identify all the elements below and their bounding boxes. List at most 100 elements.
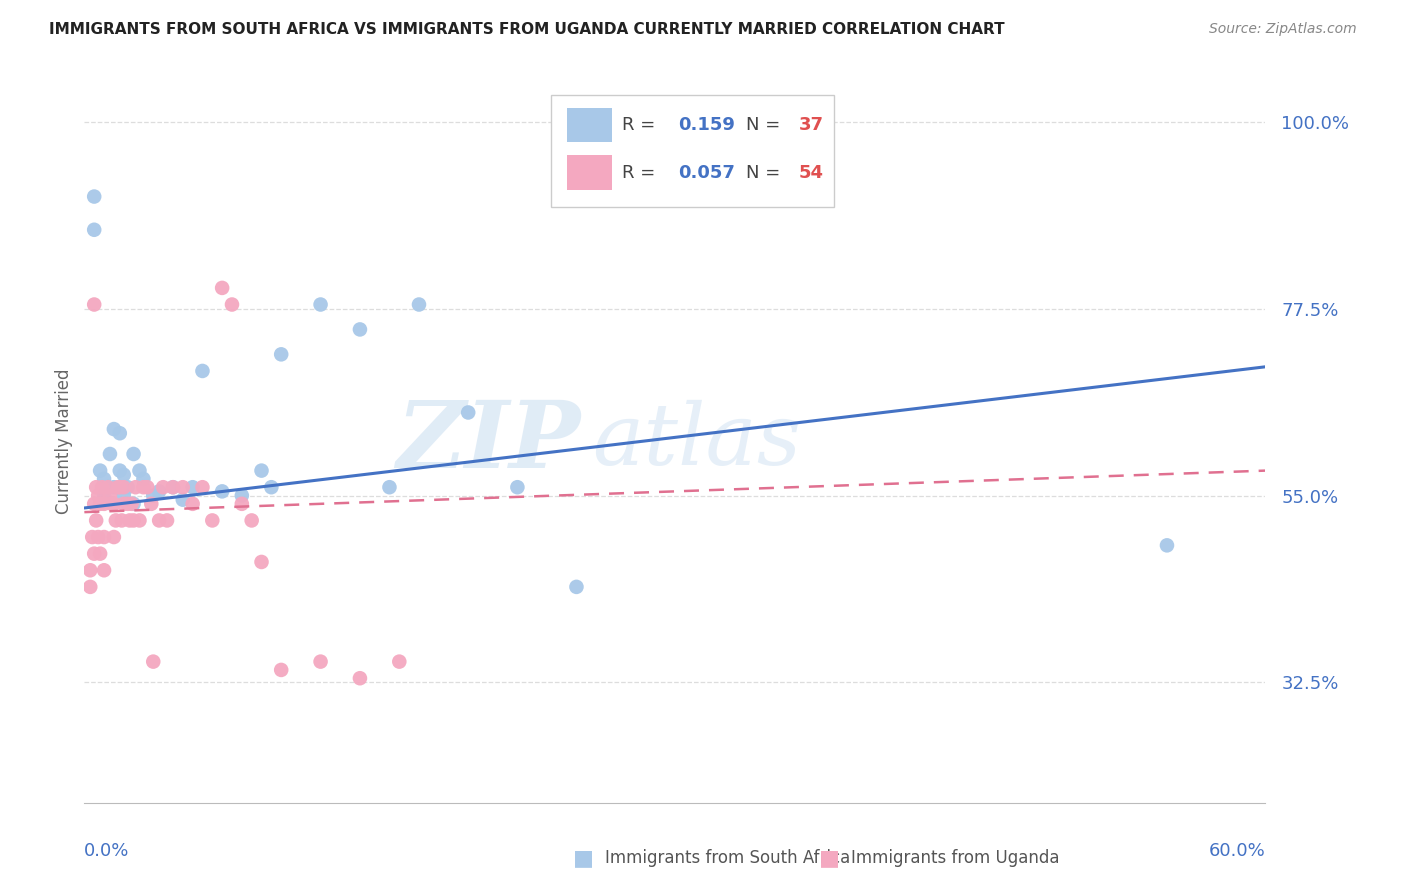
Text: Immigrants from South Africa: Immigrants from South Africa [605,849,849,867]
Point [124,480,146,494]
FancyBboxPatch shape [568,108,612,143]
Point [93,497,115,511]
FancyBboxPatch shape [551,95,834,207]
Point [87,530,110,544]
Point [240,513,263,527]
Point [378,480,401,494]
Point [91,480,114,494]
Point [84,480,107,494]
Point [84,513,107,527]
Point [141,497,163,511]
Point [408,297,430,311]
Text: Immigrants from Uganda: Immigrants from Uganda [851,849,1059,867]
Point [156,513,179,527]
Point [111,513,134,527]
Point [112,480,135,494]
Point [148,513,170,527]
Point [93,489,115,503]
Point [162,480,184,494]
Point [349,322,371,336]
FancyBboxPatch shape [568,155,612,190]
Text: IMMIGRANTS FROM SOUTH AFRICA VS IMMIGRANTS FROM UGANDA CURRENTLY MARRIED CORRELA: IMMIGRANTS FROM SOUTH AFRICA VS IMMIGRAN… [49,22,1005,37]
Point [108,426,131,441]
Point [93,530,115,544]
Text: N =: N = [745,164,786,182]
Text: N =: N = [745,116,786,134]
Point [128,513,150,527]
Point [152,480,174,494]
Point [181,480,204,494]
Point [309,297,332,311]
Point [103,497,125,511]
Point [506,480,529,494]
Point [231,497,253,511]
Point [211,281,233,295]
Text: ZIP: ZIP [396,397,581,486]
Point [89,497,111,511]
Point [191,364,214,378]
Point [87,489,110,503]
Point [172,480,194,494]
Point [121,497,143,511]
Point [103,530,125,544]
Point [250,464,273,478]
Text: 37: 37 [799,116,824,134]
Y-axis label: Currently Married: Currently Married [55,368,73,515]
Point [565,580,588,594]
Text: Source: ZipAtlas.com: Source: ZipAtlas.com [1209,22,1357,37]
Point [162,480,184,494]
Text: 54: 54 [799,164,824,182]
Point [108,480,131,494]
Point [107,480,129,494]
Point [122,513,145,527]
Point [388,655,411,669]
Point [93,563,115,577]
Point [201,513,224,527]
Point [260,480,283,494]
Point [221,297,243,311]
Point [128,464,150,478]
Point [89,464,111,478]
Text: R =: R = [621,164,661,182]
Point [148,484,170,499]
Point [231,489,253,503]
Point [118,513,141,527]
Point [172,492,194,507]
Point [181,497,204,511]
Point [108,464,131,478]
Point [122,497,145,511]
Point [97,480,120,494]
Point [98,489,121,503]
Point [117,480,139,494]
Text: ■: ■ [820,848,839,868]
Point [122,447,145,461]
Point [93,472,115,486]
Point [103,422,125,436]
Point [457,405,479,419]
Point [97,480,120,494]
Text: 0.057: 0.057 [679,164,735,182]
Point [83,547,105,561]
Point [142,489,165,503]
Point [142,655,165,669]
Point [309,655,332,669]
Point [1156,538,1178,552]
Point [117,497,139,511]
Point [89,547,111,561]
Point [270,347,292,361]
Point [349,671,371,685]
Point [132,480,155,494]
Text: R =: R = [621,116,661,134]
Point [83,297,105,311]
Point [270,663,292,677]
Point [83,189,105,203]
Text: 0.159: 0.159 [679,116,735,134]
Point [83,223,105,237]
Text: atlas: atlas [592,401,801,483]
Point [98,447,121,461]
Point [79,563,101,577]
Point [211,484,233,499]
Point [132,472,155,486]
Point [191,480,214,494]
Text: 60.0%: 60.0% [1209,842,1265,860]
